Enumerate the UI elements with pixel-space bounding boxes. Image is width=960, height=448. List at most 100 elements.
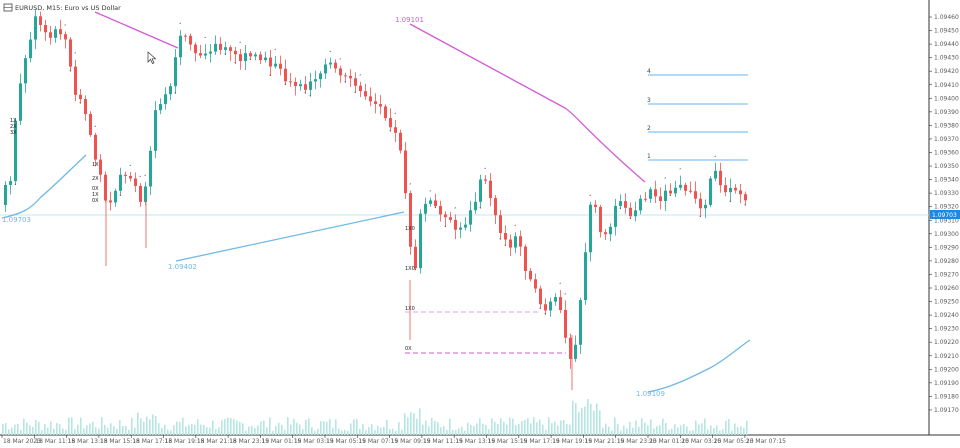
ma-line-cyan-left xyxy=(1,154,87,219)
volume-bar xyxy=(179,421,181,435)
volume-bar xyxy=(617,423,619,435)
candle-bear xyxy=(394,127,397,133)
volume-bar xyxy=(32,427,34,435)
volume-bar xyxy=(287,417,289,435)
fractal-down-marker: ˅ xyxy=(344,81,347,88)
candle-bull xyxy=(169,86,172,95)
volume-bar xyxy=(638,426,640,435)
candle-bear xyxy=(229,47,232,51)
candle-bull xyxy=(119,174,122,191)
volume-bar xyxy=(248,426,250,435)
time-axis-label: 19 Mar 03:15 xyxy=(294,438,334,445)
volume-bar xyxy=(26,422,28,435)
chart-title-text: EURUSD, M15: Euro vs US Dollar xyxy=(15,4,121,12)
volume-bar xyxy=(65,430,67,435)
volume-bar xyxy=(512,418,514,435)
volume-bar xyxy=(716,425,718,435)
price-axis-label: 1.09280 xyxy=(934,258,959,265)
volume-bar xyxy=(626,428,628,435)
volume-bar xyxy=(737,427,739,435)
candle-bull xyxy=(664,190,667,202)
candle-bear xyxy=(269,57,272,67)
volume-bar xyxy=(221,420,223,435)
volume-bar xyxy=(134,427,136,435)
volume-bar xyxy=(410,412,412,435)
candle-bear xyxy=(99,159,102,175)
candle-bull xyxy=(34,16,37,40)
signal-label: 2X xyxy=(10,124,17,130)
volume-bar xyxy=(185,426,187,435)
volume-bar xyxy=(506,424,508,435)
volume-bar xyxy=(113,426,115,435)
volume-bar xyxy=(476,423,478,435)
volume-bar xyxy=(182,417,184,435)
ma-line-cyan-right xyxy=(647,339,751,393)
fractal-up-marker: ˄ xyxy=(144,174,147,181)
candle-bull xyxy=(4,184,7,205)
time-axis-label: 18 Mar 11:15 xyxy=(35,438,75,445)
volume-bar xyxy=(713,427,715,435)
time-axis-label: 20 Mar 03:15 xyxy=(681,438,721,445)
volume-bar xyxy=(473,425,475,435)
candle-bear xyxy=(594,204,597,207)
volume-bar xyxy=(464,430,466,435)
volume-bar xyxy=(227,417,229,435)
candle-bull xyxy=(159,104,162,111)
ma-line-magenta-right xyxy=(409,23,646,183)
volume-bar xyxy=(623,425,625,435)
volume-bar xyxy=(74,429,76,435)
candle-bull xyxy=(424,203,427,214)
volume-bar xyxy=(563,420,565,435)
candle-bear xyxy=(564,310,567,338)
ma-line-magenta-left xyxy=(94,11,179,49)
candle-bull xyxy=(14,120,17,182)
fractal-up-marker: ˄ xyxy=(409,182,412,189)
volume-bar xyxy=(488,429,490,435)
volume-bar xyxy=(77,424,79,435)
volume-bar xyxy=(395,430,397,435)
candle-bear xyxy=(69,39,72,67)
time-axis-label: 20 Mar 07:15 xyxy=(746,438,786,445)
volume-bar xyxy=(14,424,16,435)
signal-label: 0X xyxy=(405,346,412,352)
price-axis-label: 1.09290 xyxy=(934,244,959,251)
time-axis-label: 20 Mar 05:15 xyxy=(714,438,754,445)
volume-bar xyxy=(320,421,322,435)
candle-bull xyxy=(114,190,117,203)
volume-bar xyxy=(413,413,415,435)
volume-bar xyxy=(380,427,382,435)
candle-bear xyxy=(544,304,547,311)
volume-bar xyxy=(527,418,529,435)
volume-bar xyxy=(455,430,457,435)
volume-bar xyxy=(629,421,631,435)
time-axis-label: 18 Mar 15:15 xyxy=(100,438,140,445)
volume-bar xyxy=(293,418,295,435)
volume-bar xyxy=(710,425,712,435)
fractal-down-marker: ˅ xyxy=(119,194,122,201)
candle-bear xyxy=(249,53,252,57)
time-axis-label: 18 Mar 2023 xyxy=(3,438,41,445)
volume-bar xyxy=(731,430,733,435)
volume-bar xyxy=(98,428,100,435)
volume-bar xyxy=(479,418,481,435)
volume-bar xyxy=(263,420,265,435)
volume-bar xyxy=(539,419,541,435)
volume-bar xyxy=(326,421,328,435)
volume-bar xyxy=(56,423,58,435)
candle-bull xyxy=(144,186,147,202)
fractal-up-marker: ˄ xyxy=(484,167,487,174)
volume-bar xyxy=(740,426,742,435)
volume-bar xyxy=(653,428,655,435)
fractal-up-marker: ˄ xyxy=(664,177,667,184)
left-edge-price-annotation: 1.09703 xyxy=(2,216,31,224)
fractal-up-marker: ˄ xyxy=(204,36,207,43)
volume-bar xyxy=(122,426,124,435)
volume-bar xyxy=(314,430,316,435)
signal-label: 1X xyxy=(92,162,99,168)
fractal-up-marker: ˄ xyxy=(589,194,592,201)
volume-bar xyxy=(344,429,346,435)
candle-bull xyxy=(704,204,707,209)
volume-bars xyxy=(2,399,748,435)
